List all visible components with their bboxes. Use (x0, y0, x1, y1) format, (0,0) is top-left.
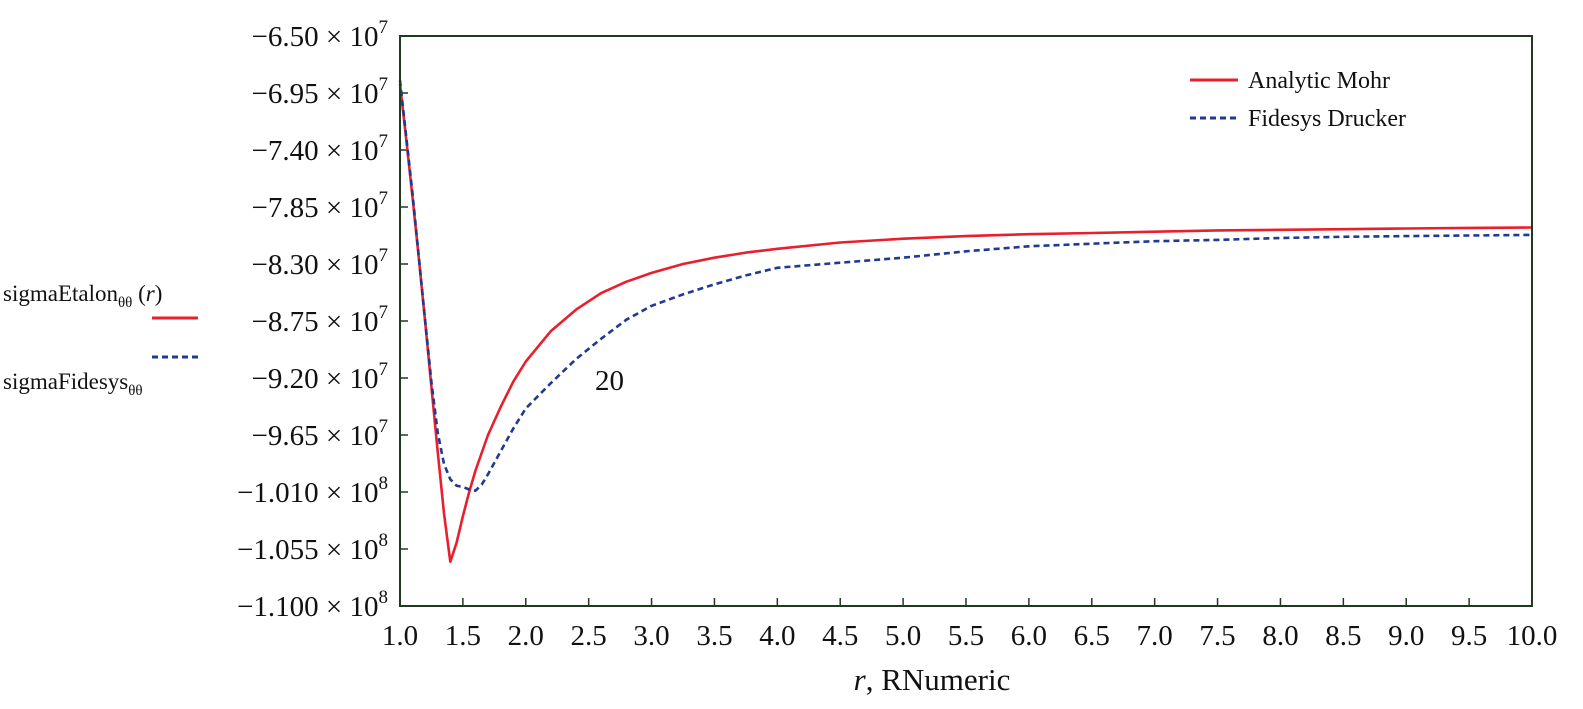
x-tick-label: 4.5 (822, 620, 858, 652)
x-tick-label: 8.5 (1325, 620, 1361, 652)
y-tick-label: −9.20 × 107 (252, 359, 388, 395)
x-tick-label: 5.5 (948, 620, 984, 652)
y-tick-label: −7.85 × 107 (252, 188, 388, 224)
side-label-etalon-var: r (146, 281, 156, 306)
curve-annotation: 20 (595, 365, 624, 397)
series-line-analytic-mohr (398, 83, 1533, 564)
side-label-etalon-sub: θθ (118, 295, 132, 311)
x-tick-label: 9.5 (1451, 620, 1487, 652)
x-tick-label: 7.0 (1137, 620, 1173, 652)
x-axis-title: r, RNumeric (854, 662, 1011, 697)
x-tick-label: 8.0 (1262, 620, 1298, 652)
legend-label-analytic-mohr: Analytic Mohr (1248, 68, 1390, 94)
x-tick-label: 2.5 (571, 620, 607, 652)
y-axis-tick-labels: −6.50 × 107 −6.95 × 107 −7.40 × 107 −7.85 ×… (237, 17, 388, 623)
y-tick-label: −8.30 × 107 (252, 245, 388, 281)
legend: Analytic Mohr Fidesys Drucker (1190, 68, 1406, 132)
side-label-etalon: sigmaEtalonθθ (r) (3, 281, 162, 311)
x-axis-title-var: r (854, 662, 867, 697)
side-label-fidesys-main: sigmaFidesys (3, 369, 128, 394)
y-tick-label: −8.75 × 107 (252, 302, 388, 338)
y-tick-label: −7.40 × 107 (252, 131, 388, 167)
x-tick-label: 4.0 (759, 620, 795, 652)
side-label-etalon-main: sigmaEtalon (3, 281, 118, 306)
side-label-etalon-paren-open: ( (132, 281, 145, 306)
y-tick-label: −1.010 × 108 (237, 473, 388, 509)
x-tick-label: 6.0 (1011, 620, 1047, 652)
side-label-etalon-paren-close: ) (155, 281, 163, 306)
x-tick-label: 10.0 (1507, 620, 1558, 652)
y-axis-side-legend: sigmaEtalonθθ (r) sigmaFidesysθθ (3, 281, 198, 399)
x-tick-label: 1.0 (382, 620, 418, 652)
x-tick-label: 6.5 (1074, 620, 1110, 652)
y-tick-label: −1.100 × 108 (237, 587, 388, 623)
y-tick-label: −9.65 × 107 (252, 416, 388, 452)
x-tick-label: 9.0 (1388, 620, 1424, 652)
x-tick-label: 5.0 (885, 620, 921, 652)
legend-label-fidesys-drucker: Fidesys Drucker (1248, 106, 1406, 132)
x-tick-label: 3.5 (696, 620, 732, 652)
x-tick-label: 1.5 (445, 620, 481, 652)
y-tick-label: −6.95 × 107 (252, 74, 388, 110)
x-axis-tick-labels: 1.0 1.5 2.0 2.5 3.0 3.5 4.0 4.5 5.0 5.5 6.0 6.5 7.0 7… (382, 620, 1558, 652)
series-line-fidesys-drucker (398, 80, 1533, 493)
y-tick-label: −1.055 × 108 (237, 530, 388, 566)
x-axis-title-rest: , RNumeric (866, 662, 1011, 697)
side-label-fidesys: sigmaFidesysθθ (3, 369, 143, 399)
x-tick-label: 7.5 (1199, 620, 1235, 652)
plot-area-frame (399, 35, 1533, 607)
axis-ticks (399, 35, 1533, 607)
x-tick-label: 3.0 (633, 620, 669, 652)
side-label-fidesys-sub: θθ (128, 383, 142, 399)
x-tick-label: 2.0 (508, 620, 544, 652)
y-tick-label: −6.50 × 107 (252, 17, 388, 53)
series-layer (398, 80, 1533, 564)
